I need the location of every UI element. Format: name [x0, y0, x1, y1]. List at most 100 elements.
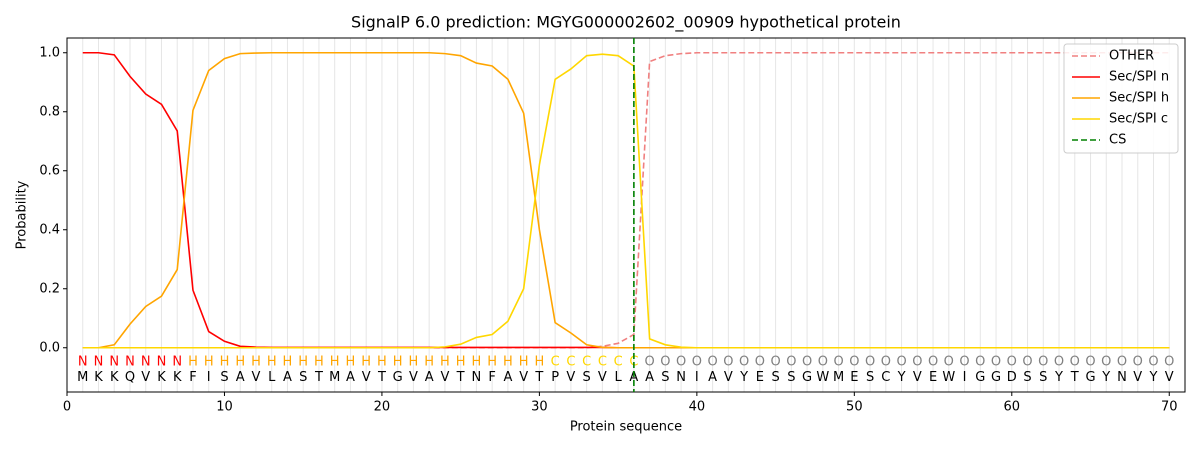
- legend-label: OTHER: [1109, 49, 1154, 64]
- residue: N: [1117, 370, 1127, 385]
- region-label: O: [928, 354, 938, 369]
- region-label: O: [770, 354, 780, 369]
- residue: S: [661, 370, 669, 385]
- residue: S: [1039, 370, 1047, 385]
- region-label: C: [566, 354, 575, 369]
- region-label: H: [330, 354, 340, 369]
- series-line: [82, 51, 1170, 349]
- region-label: O: [786, 354, 796, 369]
- x-tick-label: 0: [63, 400, 71, 415]
- y-tick-label: 1.0: [39, 45, 60, 60]
- region-label: O: [865, 354, 875, 369]
- x-tick-label: 20: [374, 400, 391, 415]
- residue: V: [598, 370, 607, 385]
- y-tick-label: 0.4: [39, 222, 60, 237]
- residue: G: [802, 370, 812, 385]
- residue: A: [708, 370, 717, 385]
- residue: W: [816, 370, 829, 385]
- legend-label: Sec/SPI h: [1109, 91, 1169, 106]
- region-label: N: [141, 354, 151, 369]
- region-label: H: [456, 354, 466, 369]
- y-tick-label: 0.0: [39, 340, 60, 355]
- legend-box: [1063, 43, 1179, 154]
- region-label: O: [849, 354, 859, 369]
- region-label: O: [676, 354, 686, 369]
- region-label: O: [1054, 354, 1064, 369]
- y-axis-label: Probability: [15, 180, 30, 249]
- residue: K: [157, 370, 166, 385]
- residue: S: [299, 370, 307, 385]
- axes-frame: [66, 37, 1186, 393]
- residue: S: [771, 370, 779, 385]
- region-label: O: [991, 354, 1001, 369]
- region-label: H: [220, 354, 230, 369]
- residue: V: [141, 370, 150, 385]
- region-label: H: [298, 354, 308, 369]
- residue: N: [676, 370, 686, 385]
- region-label: O: [1101, 354, 1111, 369]
- residue: G: [393, 370, 403, 385]
- region-label: O: [1085, 354, 1095, 369]
- region-label: N: [157, 354, 167, 369]
- residue: K: [110, 370, 119, 385]
- region-label: H: [361, 354, 371, 369]
- residue: A: [236, 370, 245, 385]
- residue: I: [963, 370, 967, 385]
- residue: Y: [1149, 370, 1158, 385]
- region-label: H: [251, 354, 261, 369]
- region-label: O: [660, 354, 670, 369]
- region-label: O: [1022, 354, 1032, 369]
- residue: P: [551, 370, 559, 385]
- region-label: H: [503, 354, 513, 369]
- x-tick-label: 60: [1004, 400, 1021, 415]
- residue: F: [189, 370, 196, 385]
- region-label: O: [645, 354, 655, 369]
- region-label: H: [409, 354, 419, 369]
- region-label: C: [551, 354, 560, 369]
- residue: V: [1165, 370, 1174, 385]
- y-tick-label: 0.6: [39, 163, 60, 178]
- residue: K: [173, 370, 182, 385]
- residue: G: [1085, 370, 1095, 385]
- region-label: O: [818, 354, 828, 369]
- residue: W: [942, 370, 955, 385]
- residue: V: [519, 370, 528, 385]
- region-label: H: [314, 354, 324, 369]
- residue: I: [695, 370, 699, 385]
- x-tick-label: 70: [1161, 400, 1178, 415]
- region-label: O: [1007, 354, 1017, 369]
- y-tick-label: 0.8: [39, 104, 60, 119]
- legend-label: CS: [1109, 133, 1126, 148]
- region-label: C: [582, 354, 591, 369]
- residue: S: [1023, 370, 1031, 385]
- x-axis-label: Protein sequence: [570, 420, 682, 435]
- region-label: O: [881, 354, 891, 369]
- y-tick-label: 0.2: [39, 281, 60, 296]
- residue: V: [362, 370, 371, 385]
- residue: A: [645, 370, 654, 385]
- region-label: C: [629, 354, 638, 369]
- region-label: H: [393, 354, 403, 369]
- region-label: H: [487, 354, 497, 369]
- residue: T: [314, 370, 323, 385]
- region-label: O: [896, 354, 906, 369]
- region-label: O: [723, 354, 733, 369]
- residue: A: [425, 370, 434, 385]
- residue: L: [615, 370, 623, 385]
- region-label: H: [267, 354, 277, 369]
- residue: Y: [897, 370, 906, 385]
- residue: Y: [739, 370, 748, 385]
- region-label: N: [125, 354, 135, 369]
- residue: M: [833, 370, 844, 385]
- residue: E: [850, 370, 858, 385]
- region-label: C: [614, 354, 623, 369]
- region-label: N: [78, 354, 88, 369]
- region-label: N: [109, 354, 119, 369]
- residue: V: [913, 370, 922, 385]
- region-label: O: [959, 354, 969, 369]
- legend-label: Sec/SPI c: [1109, 112, 1168, 127]
- residue: D: [1007, 370, 1017, 385]
- region-label: O: [755, 354, 765, 369]
- residue: A: [629, 370, 638, 385]
